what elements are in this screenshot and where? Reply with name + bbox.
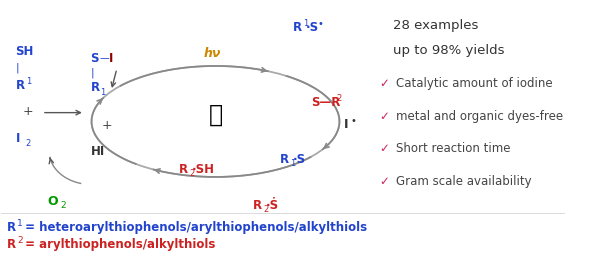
Text: 1: 1 [26,77,32,86]
Text: |: | [90,67,94,77]
Text: metal and organic dyes-free: metal and organic dyes-free [396,109,563,122]
Text: S—R: S—R [311,96,341,108]
Text: S: S [90,52,99,64]
Text: R: R [280,152,289,165]
Text: O: O [48,195,58,208]
Text: ✓: ✓ [379,174,389,187]
Text: ·Ṡ: ·Ṡ [265,198,279,211]
Text: Catalytic amount of iodine: Catalytic amount of iodine [396,76,552,89]
Text: •: • [318,19,323,29]
Text: R: R [90,81,99,94]
Text: 2: 2 [60,200,65,209]
Text: 1: 1 [290,158,296,167]
Text: hν: hν [204,46,221,59]
Text: 1: 1 [101,87,106,96]
Text: ·S: ·S [306,21,319,34]
Text: ✓: ✓ [379,76,389,89]
Text: +: + [23,104,34,117]
Text: I: I [344,118,349,131]
Text: Gram scale availability: Gram scale availability [396,174,531,187]
Text: —: — [100,53,109,63]
Text: ·SH: ·SH [191,162,214,175]
Text: R: R [15,79,24,92]
Text: SH: SH [15,45,34,58]
Text: R: R [179,162,188,175]
Text: 1: 1 [303,19,309,28]
Text: ·S: ·S [293,152,306,165]
Text: Short reaction time: Short reaction time [396,142,511,155]
Text: up to 98% yields: up to 98% yields [393,44,505,57]
Text: 2: 2 [26,138,31,147]
Text: 💡: 💡 [208,102,223,126]
Text: 2: 2 [17,235,23,244]
Text: I: I [109,52,114,64]
Text: 2: 2 [264,205,268,214]
Text: = heteroarylthiophenols/arylthiophenols/alkylthiols: = heteroarylthiophenols/arylthiophenols/… [21,220,367,233]
Text: R: R [7,220,16,233]
Text: R: R [7,236,16,249]
Text: R: R [253,198,262,211]
Text: |: | [15,63,19,73]
Text: 1: 1 [17,218,23,227]
Text: ✓: ✓ [379,109,389,122]
Text: HI: HI [90,144,105,157]
Text: +: + [102,119,112,132]
Text: I: I [15,132,20,145]
Text: ✓: ✓ [379,142,389,155]
Text: 28 examples: 28 examples [393,19,478,32]
Text: = arylthiophenols/alkylthiols: = arylthiophenols/alkylthiols [21,236,215,249]
Text: 2: 2 [189,168,194,177]
Text: R: R [293,21,302,34]
Text: •: • [350,116,356,126]
Text: 2: 2 [336,94,342,103]
